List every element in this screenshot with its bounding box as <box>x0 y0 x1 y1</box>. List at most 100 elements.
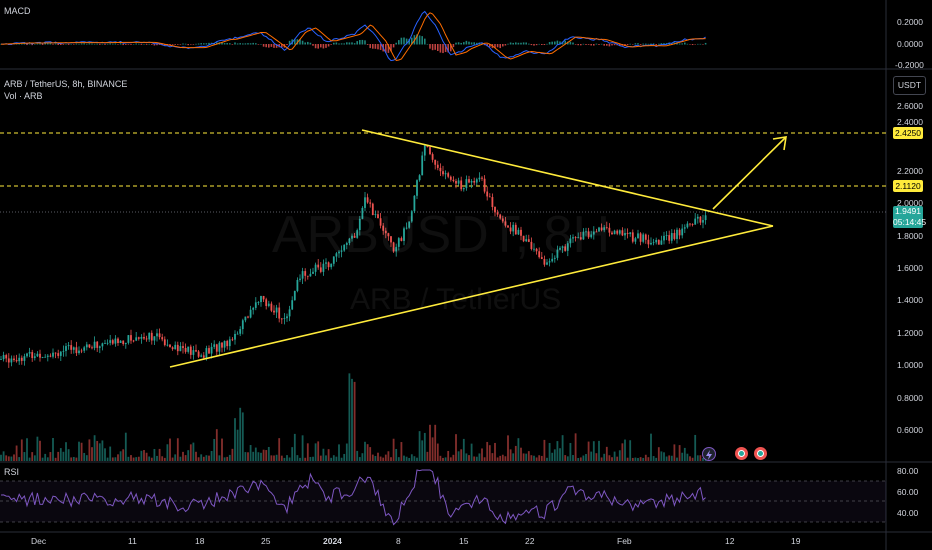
time-tick: 15 <box>459 536 469 546</box>
candle-body <box>392 242 395 252</box>
candle-body <box>353 235 356 238</box>
volume-bar <box>270 455 273 461</box>
macd-histogram-bar <box>520 42 522 45</box>
lower-trendline[interactable] <box>169 225 774 368</box>
volume-bar <box>338 444 340 461</box>
currency-button[interactable]: USDT <box>893 76 926 95</box>
volume-bar <box>535 457 538 461</box>
candle-body <box>478 177 481 180</box>
volume-bar <box>429 424 431 461</box>
volume-bar <box>150 457 153 461</box>
flag-icon[interactable] <box>754 447 767 460</box>
macd-histogram-bar <box>405 38 408 45</box>
volume-bar <box>72 456 75 461</box>
volume-bar <box>608 455 611 461</box>
macd-histogram-bar <box>252 42 254 45</box>
candle-body <box>600 227 603 231</box>
macd-histogram-bar <box>88 43 91 45</box>
macd-tick: 0.0000 <box>897 39 923 49</box>
volume-bar <box>639 457 642 461</box>
macd-tick: -0.2000 <box>895 60 924 70</box>
macd-histogram-bar <box>208 42 210 45</box>
macd-histogram-bar <box>340 43 343 45</box>
volume-bar <box>546 457 548 461</box>
volume-bar <box>621 443 624 461</box>
breakout-arrow[interactable] <box>712 137 786 210</box>
flag-icon[interactable] <box>735 447 748 460</box>
candle-body <box>652 242 655 244</box>
volume-bar <box>418 431 421 461</box>
candle-body <box>465 179 468 189</box>
volume-bar <box>104 448 106 461</box>
candle-body <box>236 333 239 335</box>
candle-body <box>405 227 408 229</box>
candle-body <box>369 202 372 204</box>
candle-body <box>109 340 112 343</box>
macd-histogram-bar <box>203 43 205 45</box>
candle-body <box>33 356 36 359</box>
macd-histogram-bar <box>312 44 314 46</box>
volume-bar <box>647 457 650 461</box>
volume-bar <box>85 455 88 461</box>
macd-histogram-bar <box>75 43 78 45</box>
volume-bar <box>260 452 262 461</box>
candle-body <box>184 347 187 352</box>
candle-body <box>20 357 23 361</box>
macd-histogram-bar <box>387 44 390 53</box>
candle-body <box>530 241 533 250</box>
volume-bar <box>520 447 522 461</box>
candle-body <box>182 346 184 348</box>
candle-body <box>54 352 57 354</box>
volume-bar <box>501 454 504 461</box>
macd-histogram-bar <box>517 42 520 45</box>
volume-bar <box>59 448 62 461</box>
macd-histogram-bar <box>392 44 395 48</box>
candle-body <box>348 238 351 244</box>
volume-bar <box>275 454 278 461</box>
candle-body <box>371 203 374 216</box>
macd-histogram-bar <box>307 41 309 45</box>
macd-histogram-bar <box>585 44 587 45</box>
macd-histogram-bar <box>582 43 585 45</box>
candle-body <box>621 230 624 236</box>
macd-histogram-bar <box>684 42 686 45</box>
candle-body <box>140 336 143 339</box>
candle-body <box>52 352 54 357</box>
candle-body <box>605 227 608 229</box>
macd-histogram-bar <box>400 37 403 45</box>
macd-histogram-bar <box>515 42 517 45</box>
candle-body <box>559 247 561 250</box>
time-tick: 12 <box>725 536 735 546</box>
volume-bar <box>702 457 704 461</box>
macd-histogram-bar <box>416 34 418 45</box>
volume-bar <box>221 438 223 461</box>
volume-bar <box>369 447 372 461</box>
volume-bar <box>15 445 18 461</box>
candle-body <box>696 216 699 219</box>
candle-body <box>117 338 119 343</box>
candle-body <box>70 345 73 350</box>
macd-histogram-bar <box>489 44 491 47</box>
upper-trendline[interactable] <box>361 129 774 227</box>
macd-histogram-bar <box>366 44 369 45</box>
candle-body <box>166 344 169 346</box>
candle-body <box>179 346 182 352</box>
candle-body <box>62 350 65 352</box>
macd-histogram-bar <box>52 44 54 45</box>
volume-bar <box>665 456 668 461</box>
volume-bar <box>335 456 338 461</box>
volume-bar <box>236 429 239 461</box>
candle-body <box>699 216 702 223</box>
candle-body <box>395 246 398 252</box>
candle-body <box>538 251 541 258</box>
candle-body <box>174 344 177 350</box>
candle-body <box>340 250 343 252</box>
volume-bar <box>512 453 515 461</box>
volume-bar <box>317 441 320 461</box>
volume-bar <box>340 457 343 461</box>
volume-bar <box>395 448 398 461</box>
macd-histogram-bar <box>431 44 434 51</box>
macd-histogram-bar <box>182 43 184 45</box>
lightning-icon[interactable] <box>702 447 716 461</box>
